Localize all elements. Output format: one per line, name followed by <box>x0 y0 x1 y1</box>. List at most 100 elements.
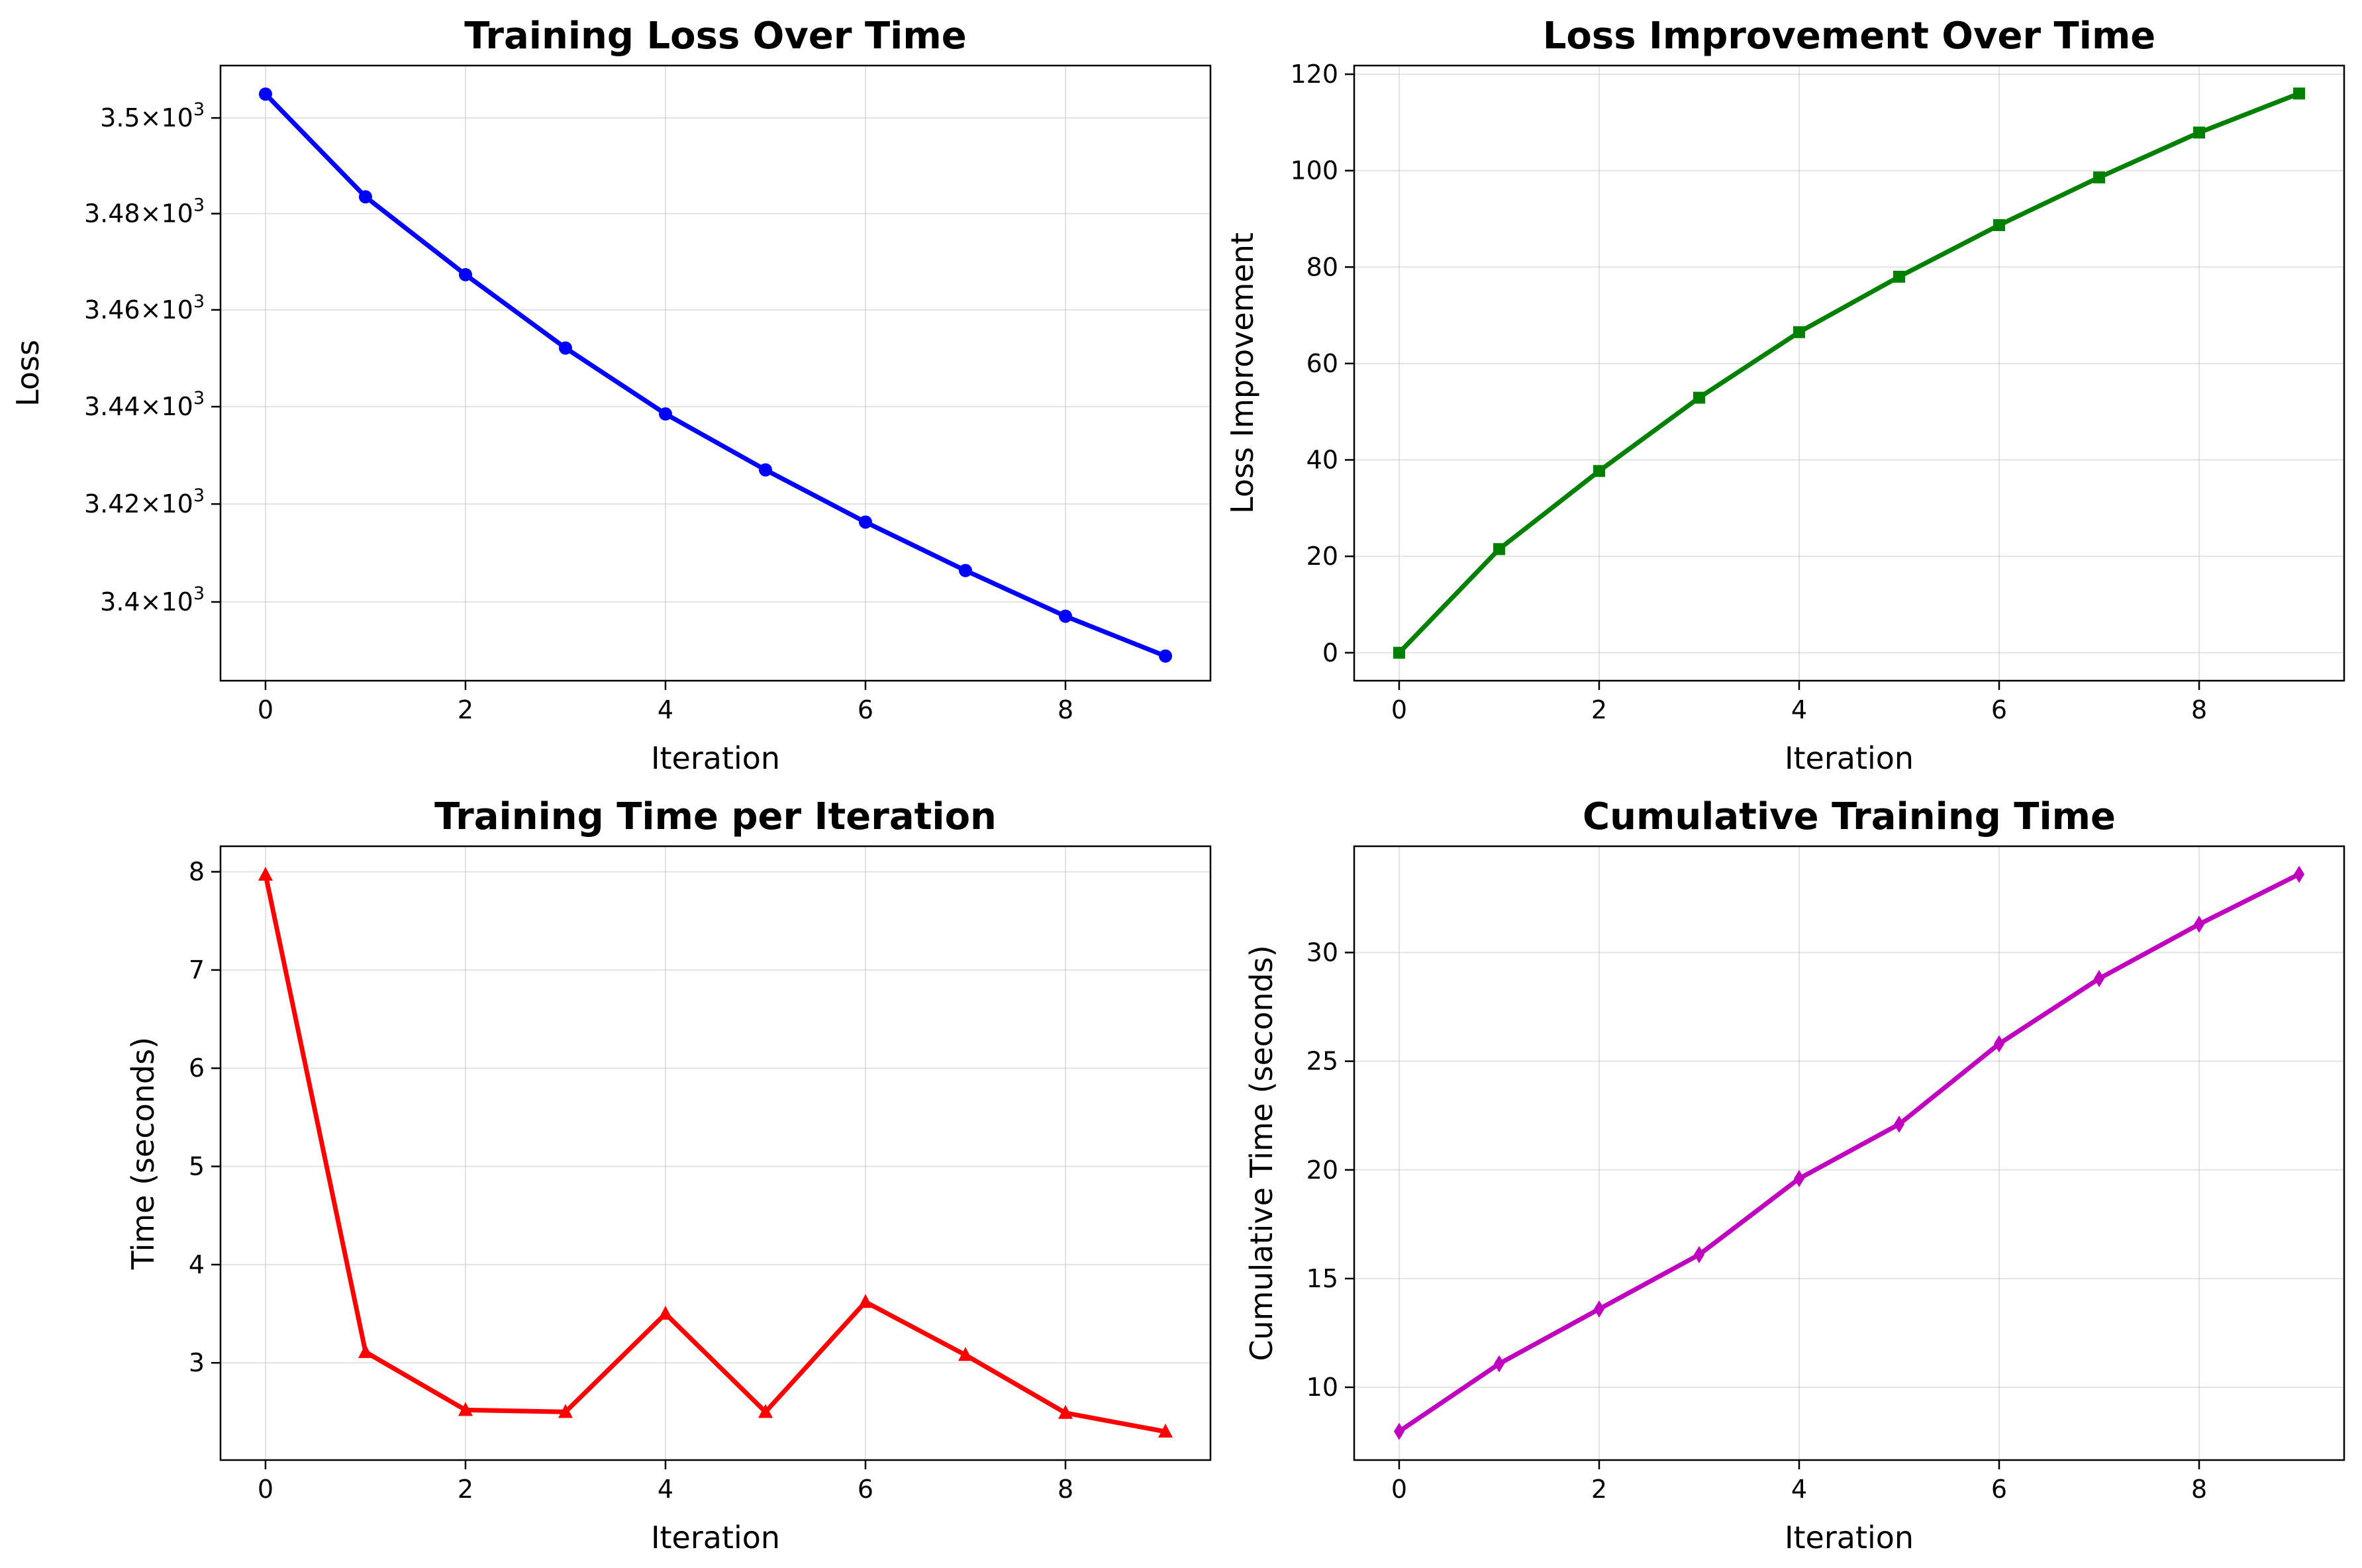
data-point <box>1693 1246 1704 1263</box>
data-point <box>1493 543 1505 556</box>
plot-frame <box>219 845 1212 1461</box>
tick-times: × <box>140 103 162 132</box>
data-point <box>759 463 773 477</box>
data-point <box>2194 915 2205 933</box>
y-tick-label: 4 <box>189 1250 205 1279</box>
data-point <box>1159 649 1173 663</box>
tick-exponent: 3 <box>193 485 205 506</box>
y-tick-label: 7 <box>189 956 205 985</box>
chart-title: Cumulative Training Time <box>1583 795 2116 838</box>
x-tick-label: 2 <box>458 695 473 724</box>
data-point <box>1158 1423 1173 1438</box>
x-tick-label: 8 <box>1058 1475 1073 1504</box>
tick-base: 10 <box>161 295 193 324</box>
x-tick-label: 4 <box>658 1475 673 1504</box>
y-tick-label: 3.4×103 <box>100 583 205 616</box>
x-tick-label: 2 <box>458 1475 473 1504</box>
y-tick-label: 3.46×103 <box>84 291 205 324</box>
y-tick-label: 5 <box>189 1152 205 1181</box>
y-tick-label: 8 <box>189 858 205 887</box>
x-tick-label: 8 <box>2191 1475 2207 1504</box>
x-tick-label: 2 <box>1591 1475 1607 1504</box>
x-tick-label: 6 <box>1991 1475 2007 1504</box>
x-tick-label: 0 <box>258 1475 273 1504</box>
y-axis-label: Cumulative Time (seconds) <box>1244 945 1279 1361</box>
data-point <box>2193 126 2206 139</box>
data-point <box>1993 219 2006 231</box>
data-point <box>1593 465 1605 477</box>
data-point <box>1893 270 1906 283</box>
y-tick-label: 40 <box>1306 446 1338 475</box>
x-tick-label: 2 <box>1591 695 1607 724</box>
tick-mantissa: 3.42 <box>84 489 140 518</box>
y-tick-label: 30 <box>1306 938 1338 967</box>
data-point <box>2093 171 2106 183</box>
x-tick-label: 6 <box>858 1475 873 1504</box>
data-point <box>959 564 973 577</box>
x-axis-label: Iteration <box>1785 740 1914 776</box>
y-tick-label: 3.5×103 <box>100 99 205 132</box>
plot-frame <box>219 64 1212 682</box>
data-point <box>1994 1035 2005 1053</box>
y-tick-label: 15 <box>1306 1264 1338 1293</box>
y-tick-label: 3 <box>189 1348 205 1377</box>
x-tick-label: 0 <box>258 695 273 724</box>
data-point <box>1593 1300 1604 1318</box>
tick-times: × <box>140 295 162 324</box>
chart-title: Training Time per Iteration <box>434 795 997 838</box>
series-line <box>1397 871 2302 1434</box>
data-point <box>1793 326 1805 338</box>
data-point <box>859 515 873 529</box>
data-point <box>1693 391 1705 404</box>
tick-exponent: 3 <box>193 388 205 409</box>
y-axis-label: Loss Improvement <box>1224 232 1260 514</box>
y-tick-label: 3.42×103 <box>84 485 205 518</box>
chart-panel-1: 0 2 4 6 83.4×1033.42×1033.44×1033.46×1033.48… <box>10 15 1212 776</box>
data-point <box>358 1344 373 1358</box>
y-axis-label: Loss <box>10 340 46 407</box>
data-point <box>758 1404 773 1418</box>
y-tick-label: 80 <box>1306 252 1338 281</box>
x-tick-label: 4 <box>1791 1475 1807 1504</box>
tick-exponent: 3 <box>193 291 205 312</box>
x-axis-label: Iteration <box>1785 1520 1914 1555</box>
data-point <box>2294 865 2305 883</box>
data-point <box>258 867 273 881</box>
tick-mantissa: 3.46 <box>84 295 140 324</box>
data-point <box>1793 1169 1804 1187</box>
y-tick-label: 25 <box>1306 1047 1338 1076</box>
y-tick-label: 20 <box>1306 542 1338 571</box>
tick-base: 10 <box>161 587 193 616</box>
data-point <box>2293 87 2306 100</box>
data-point <box>1058 1404 1073 1419</box>
x-tick-label: 0 <box>1391 1475 1407 1504</box>
data-point <box>1493 1355 1504 1373</box>
data-point <box>458 268 472 281</box>
data-point <box>1894 1115 1905 1133</box>
tick-times: × <box>140 392 162 421</box>
chart-panel-3: 0 2 4 6 8 3 4 5 6 7 8 Training Time per Iteration It… <box>125 795 1212 1555</box>
y-tick-label: 10 <box>1306 1373 1338 1402</box>
y-tick-label: 3.48×103 <box>84 195 205 228</box>
data-point <box>1059 609 1073 623</box>
data-point <box>1393 646 1405 659</box>
tick-base: 10 <box>161 489 193 518</box>
series-line <box>263 872 1168 1434</box>
chart-title: Training Loss Over Time <box>464 15 966 58</box>
tick-base: 10 <box>161 199 193 228</box>
tick-times: × <box>140 489 162 518</box>
x-tick-label: 8 <box>2191 695 2207 724</box>
data-point <box>1393 1422 1404 1440</box>
x-tick-label: 0 <box>1391 695 1407 724</box>
y-tick-label: 0 <box>1322 638 1338 667</box>
x-axis-label: Iteration <box>651 1520 780 1555</box>
x-tick-label: 8 <box>1058 695 1073 724</box>
tick-times: × <box>140 199 162 228</box>
tick-mantissa: 3.4 <box>100 587 140 616</box>
data-point <box>558 341 572 355</box>
tick-base: 10 <box>161 392 193 421</box>
plot-frame <box>1353 64 2345 682</box>
data-point <box>358 190 372 204</box>
